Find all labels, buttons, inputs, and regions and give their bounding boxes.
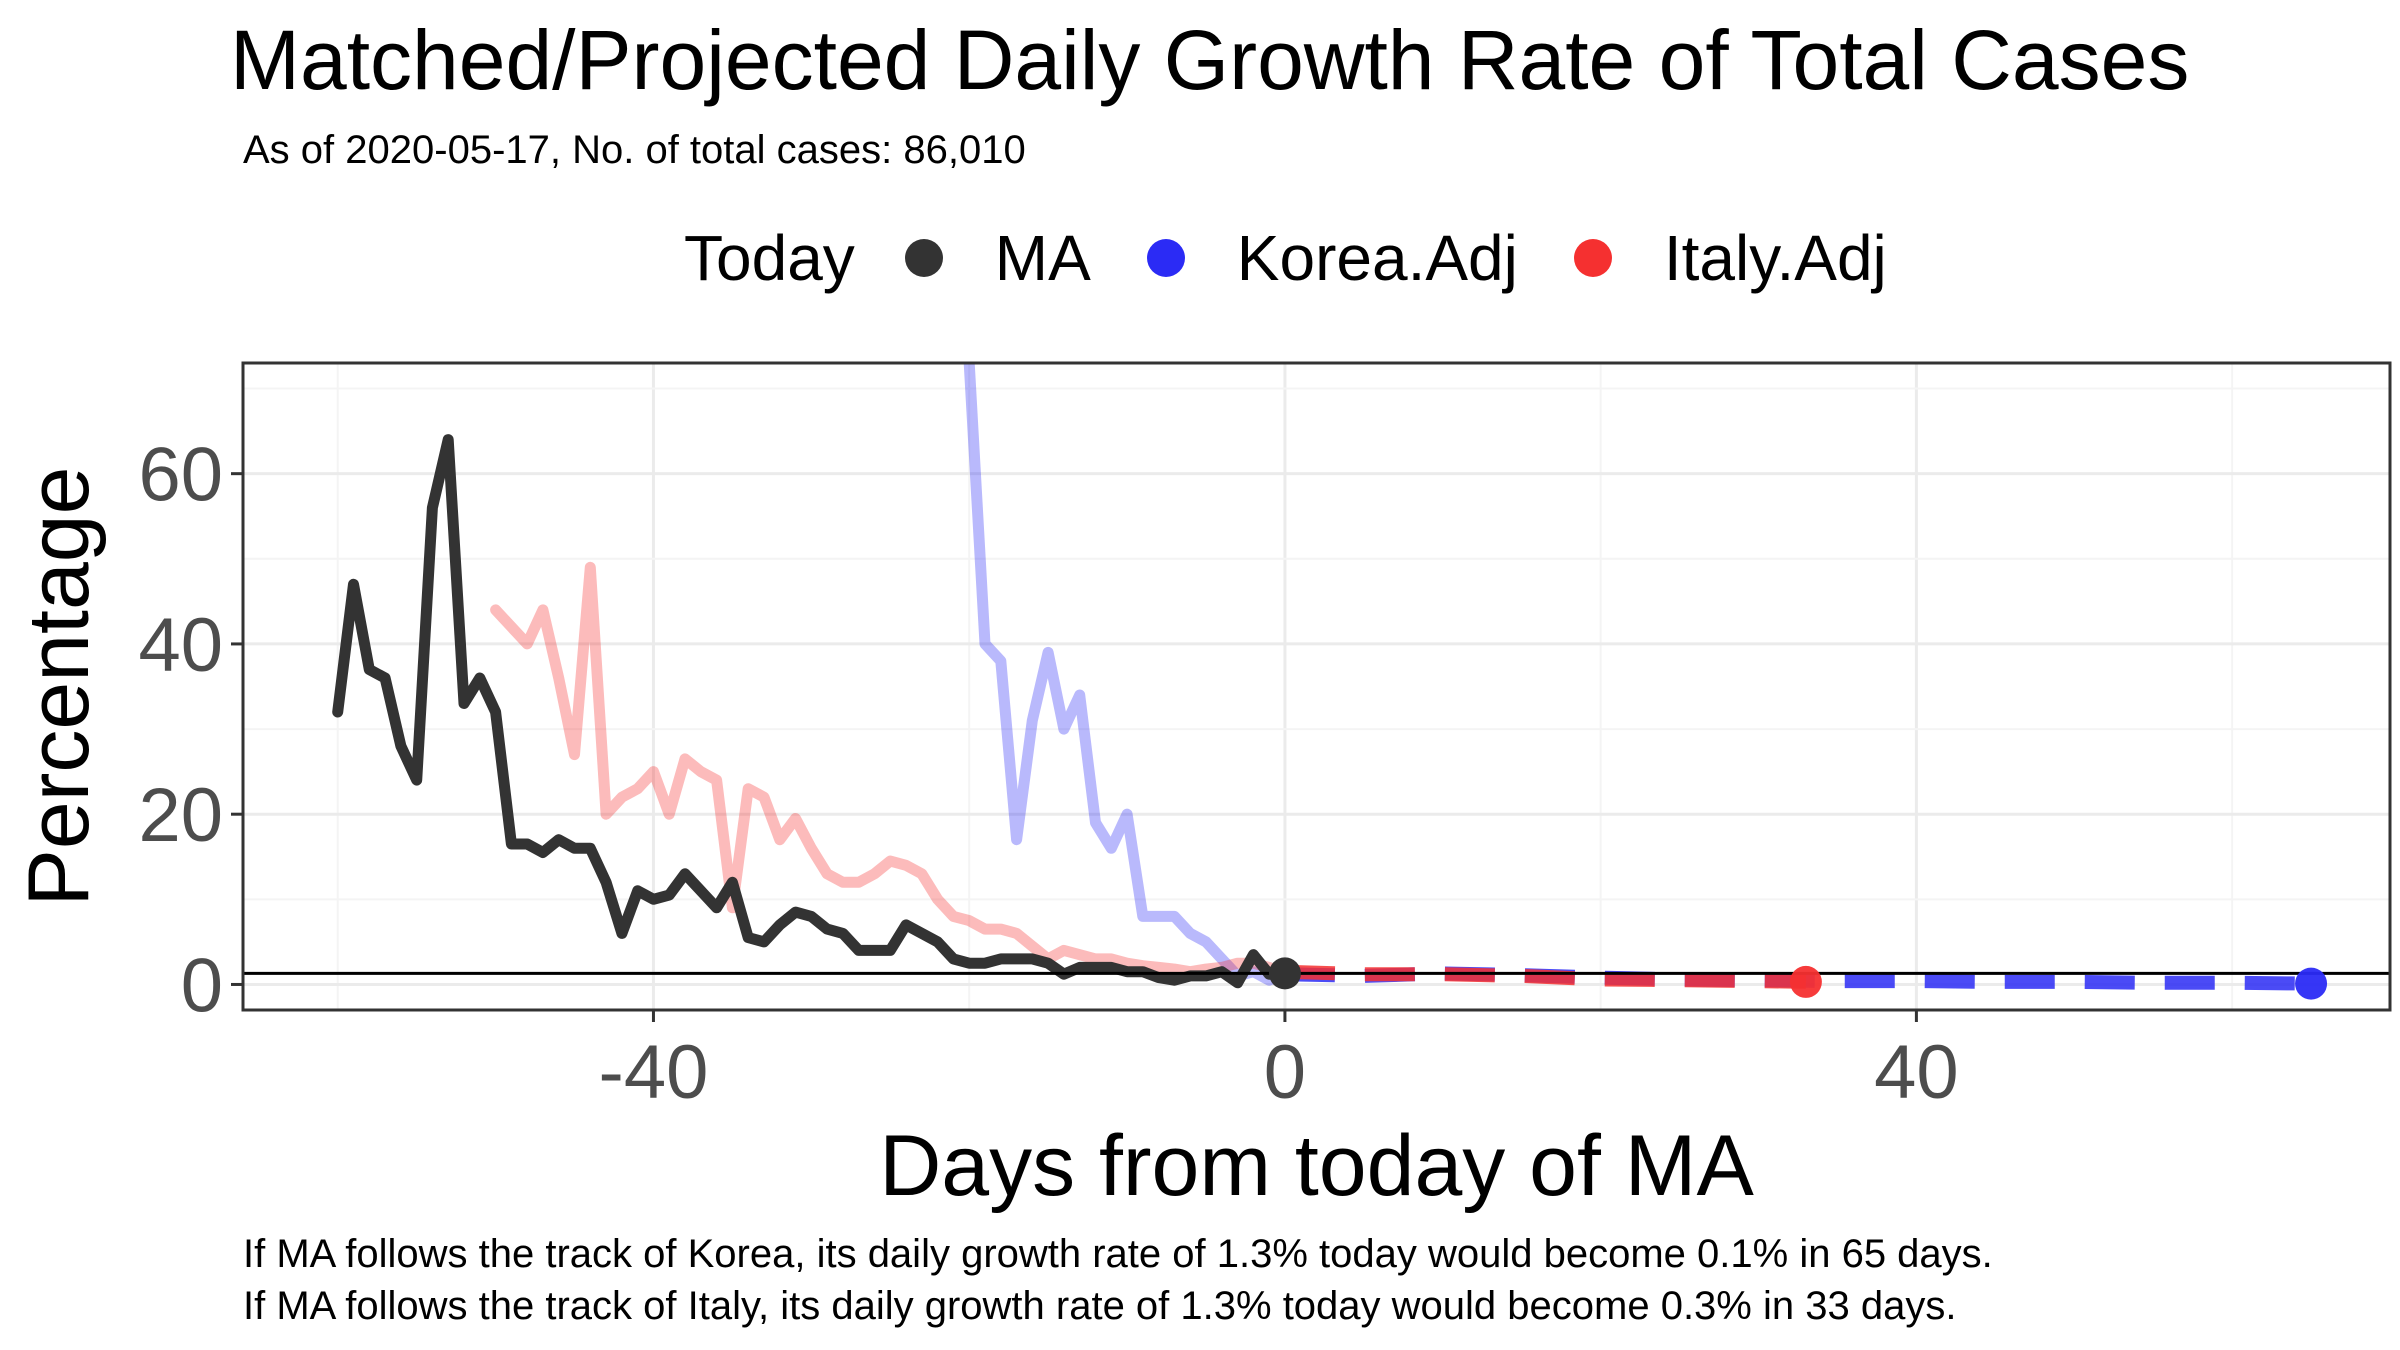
- chart-subtitle: As of 2020-05-17, No. of total cases: 86…: [243, 128, 1026, 172]
- series-layer: [243, 363, 2390, 1000]
- legend-key-ma: [904, 239, 943, 277]
- x-tick-label: 40: [1874, 1030, 1959, 1115]
- x-tick-label: 0: [1264, 1030, 1306, 1115]
- y-tick-label: 40: [138, 603, 223, 688]
- chart-title: Matched/Projected Daily Growth Rate of T…: [230, 13, 2190, 107]
- legend-label-ma: MA: [994, 222, 1091, 294]
- legend-key-korea: [1146, 239, 1185, 277]
- caption-italy: If MA follows the track of Italy, its da…: [243, 1284, 1957, 1328]
- point-korea-adj-end: [2295, 967, 2328, 1000]
- legend-label-italy: Italy.Adj: [1663, 222, 1887, 294]
- series-line-korea-adj: [963, 363, 1291, 986]
- point-italy-adj-end: [1789, 965, 1822, 998]
- panel-border: [241, 361, 2392, 1012]
- y-tick-label: 0: [181, 943, 223, 1028]
- y-tick-label: 60: [138, 433, 223, 518]
- legend: Today MA Korea.Adj Italy.Adj: [684, 218, 1943, 298]
- point-ma-today: [1268, 957, 1301, 990]
- x-tick-label: -40: [599, 1030, 709, 1115]
- y-axis-title: Percentage: [11, 467, 107, 907]
- series-line-ma: [332, 434, 1291, 989]
- axis-layer: -40 0 40 0 20 40 60 Days from today of MA Percen…: [11, 433, 1959, 1214]
- x-axis-title: Days from today of MA: [879, 1118, 1754, 1214]
- panel-layer: [241, 361, 2392, 1012]
- caption-korea: If MA follows the track of Korea, its da…: [243, 1232, 1993, 1276]
- legend-title: Today: [684, 222, 855, 294]
- legend-key-italy: [1573, 239, 1612, 277]
- y-tick-label: 20: [138, 773, 223, 858]
- series-line-italy-adj: [490, 561, 1291, 979]
- legend-label-korea: Korea.Adj: [1236, 222, 1518, 294]
